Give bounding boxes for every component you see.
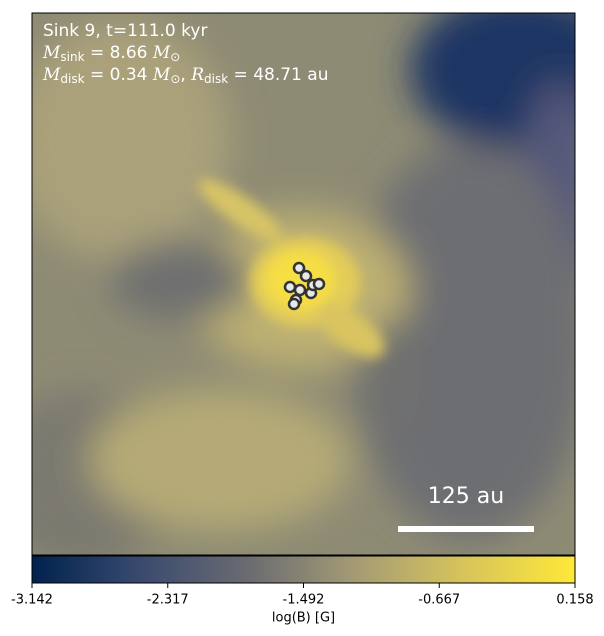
colorbar-tick-label: -1.492 [283, 593, 325, 608]
annotation: Sink 9, t=111.0 kyr [43, 21, 207, 41]
annotation: Mdisk = 0.34 M⊙, Rdisk = 48.71 au [42, 65, 328, 86]
field-image [32, 13, 575, 555]
colorbar [31, 555, 576, 584]
annotation: Msink = 8.66 M⊙ [42, 43, 180, 64]
colorbar-tick-label: 0.158 [556, 593, 593, 608]
colorbar-tick-label: -2.317 [147, 593, 189, 608]
colorbar-label: log(B) [G] [272, 611, 335, 626]
image-frame [31, 12, 576, 556]
scale-bar-label: 125 au [428, 484, 504, 509]
scale-bar [398, 526, 534, 532]
sink-markers [283, 261, 326, 311]
colorbar-tick-label: -3.142 [11, 593, 53, 608]
colorbar-tick-label: -0.667 [418, 593, 460, 608]
